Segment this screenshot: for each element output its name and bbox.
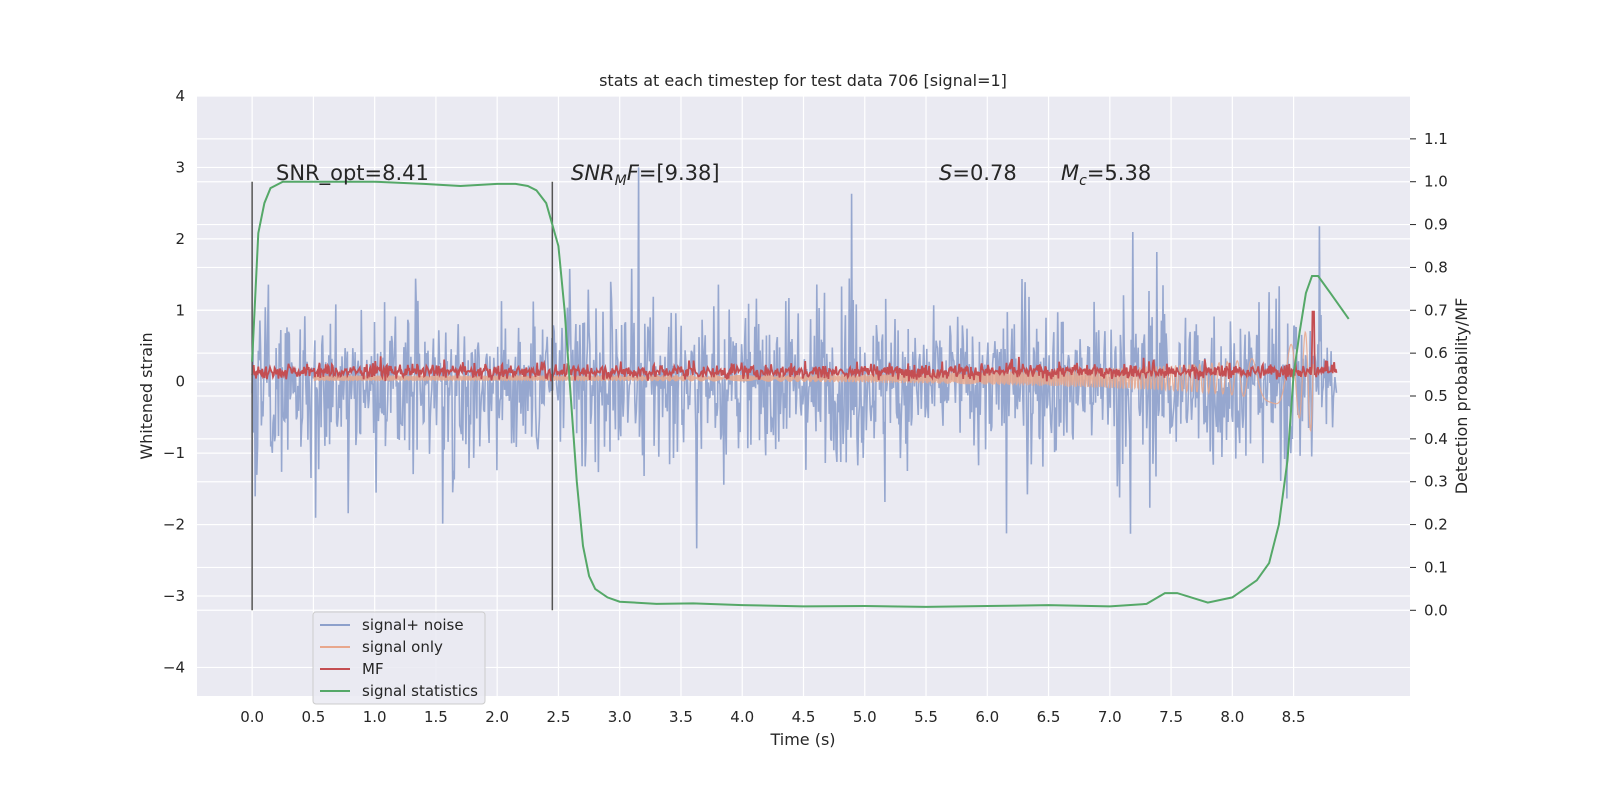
annotation-s: S=0.78	[939, 161, 1017, 185]
y-tick-label: 2	[175, 230, 185, 248]
x-tick-label: 0.5	[301, 708, 325, 726]
y2-tick-label: 0.2	[1424, 516, 1448, 534]
x-tick-label: 6.0	[975, 708, 999, 726]
x-tick-label: 3.0	[608, 708, 632, 726]
y2-tick-label: 0.1	[1424, 558, 1448, 576]
mc-value: =5.38	[1087, 161, 1151, 185]
y-tick-label: 4	[175, 87, 185, 105]
y-tick-label: 0	[175, 373, 185, 391]
x-tick-label: 8.0	[1220, 708, 1244, 726]
x-tick-label: 6.5	[1037, 708, 1061, 726]
legend: signal+ noise signal only MF signal stat…	[312, 611, 486, 705]
y2-tick-label: 0.7	[1424, 301, 1448, 319]
x-tick-label: 0.0	[240, 708, 264, 726]
chart-title: stats at each timestep for test data 706…	[599, 71, 1007, 90]
x-tick-label: 2.5	[547, 708, 571, 726]
annotation-snr-opt: SNR_opt=8.41	[276, 161, 429, 186]
y2-tick-label: 1.1	[1424, 130, 1448, 148]
legend-label-signal-statistics: signal statistics	[362, 682, 478, 700]
y2-tick-label: 0.8	[1424, 258, 1448, 276]
y-tick-label: −4	[163, 658, 185, 676]
y2-tick-label: 0.5	[1424, 387, 1448, 405]
y2-tick-label: 0.6	[1424, 344, 1448, 362]
y-tick-label: 1	[175, 301, 185, 319]
annotation-snr-mf: SNRMF=[9.38]	[571, 161, 720, 189]
y2-tick-label: 0.3	[1424, 473, 1448, 491]
legend-box	[312, 611, 486, 705]
annotation-mc: Mc=5.38	[1061, 161, 1151, 189]
y-tick-label: 3	[175, 158, 185, 176]
y-axis-label: Whitened strain	[137, 332, 156, 459]
x-tick-label: 8.5	[1282, 708, 1306, 726]
y2-tick-label: 0.4	[1424, 430, 1448, 448]
s-symbol: S	[939, 161, 952, 185]
y-tick-label: −3	[163, 587, 185, 605]
x-tick-label: 2.0	[485, 708, 509, 726]
mc-sub: c	[1079, 173, 1087, 189]
x-tick-label: 1.5	[424, 708, 448, 726]
x-tick-label: 4.0	[730, 708, 754, 726]
snr-mf-f: F	[627, 161, 640, 185]
snr-mf-sub: M	[615, 173, 627, 189]
s-value: =0.78	[952, 161, 1016, 185]
x-tick-label: 4.5	[792, 708, 816, 726]
x-tick-label: 7.5	[1159, 708, 1183, 726]
plot-area	[251, 167, 1350, 611]
x-tick-label: 5.5	[914, 708, 938, 726]
y2-axis-label: Detection probability/MF	[1452, 298, 1471, 495]
legend-label-signal-only: signal only	[362, 638, 443, 656]
ticks: 0.0 0.5 1.0 1.5 2.0 2.5 3.0 3.5 4.0 4.5 5.0 5.5 6.0 6…	[163, 87, 1448, 726]
series-mf	[251, 310, 1338, 382]
x-tick-label: 1.0	[363, 708, 387, 726]
y2-tick-label: 0.0	[1424, 601, 1448, 619]
y2-tick-label: 1.0	[1424, 173, 1448, 191]
legend-label-signal-noise: signal+ noise	[362, 616, 464, 634]
y-tick-label: −2	[163, 516, 185, 534]
legend-label-mf: MF	[362, 660, 384, 678]
snr-mf-base: SNR	[571, 161, 615, 185]
x-tick-label: 3.5	[669, 708, 693, 726]
series-signal-noise	[251, 167, 1338, 549]
x-axis-label: Time (s)	[769, 730, 835, 749]
x-tick-label: 7.0	[1098, 708, 1122, 726]
y2-tick-label: 0.9	[1424, 216, 1448, 234]
series-signal-statistics	[251, 180, 1350, 608]
y-tick-label: −1	[163, 444, 185, 462]
mc-symbol: M	[1061, 161, 1079, 185]
x-tick-label: 5.0	[853, 708, 877, 726]
snr-mf-value: =[9.38]	[639, 161, 720, 185]
